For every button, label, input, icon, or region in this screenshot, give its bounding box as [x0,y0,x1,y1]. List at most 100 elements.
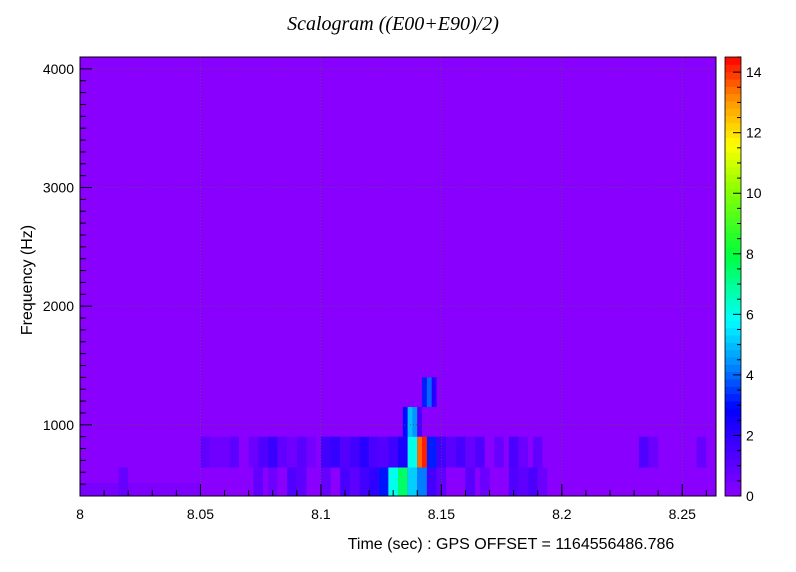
plot-background [80,57,716,496]
colorbar-segment [725,225,741,234]
y-tick-label: 1000 [43,417,74,433]
colorbar-segment [725,181,741,190]
heatmap-cell [417,436,423,468]
colorbar-segment [725,335,741,343]
colorbar-segment [725,430,741,438]
heatmap-cell [431,377,437,408]
heatmap-cell [378,436,389,468]
colorbar-segment [725,481,741,490]
colorbar-segment [725,364,741,373]
heatmap-cell [128,482,201,496]
colorbar-segment [725,196,741,204]
colorbar-segment [725,100,741,109]
heatmap-cell [349,467,360,496]
colorbar-segment [725,371,741,380]
heatmap-cell [349,436,360,468]
heatmap-cell [248,436,259,468]
heatmap-cell [436,467,447,496]
heatmap-cell [378,467,389,496]
colorbar-segment [725,188,741,197]
colorbar-tick-label: 4 [746,367,754,383]
colorbar-segment [725,217,741,226]
x-tick-label: 8.2 [552,506,572,522]
colorbar-segment [725,152,741,160]
heatmap-cell [494,436,504,468]
colorbar-tick-label: 10 [746,185,762,201]
colorbar-segment [725,86,741,95]
heatmap-cell [296,436,307,468]
colorbar-segment [725,71,741,80]
heatmap-cell [253,467,264,496]
colorbar-segment [725,444,741,453]
colorbar-segment [725,437,741,446]
colorbar-segment [725,174,741,182]
heatmap-cell [402,407,408,437]
colorbar-segment [725,232,741,241]
plot-frame [79,56,717,497]
heatmap-cell [277,436,288,468]
colorbar-segment [725,408,741,417]
colorbar-segment [725,342,741,351]
colorbar-segment [725,115,741,124]
colorbar-segment [725,283,741,292]
colorbar-segment [725,78,741,87]
heatmap-cell [422,436,427,468]
heatmap-cell [267,436,278,468]
heatmap-cell [320,436,331,468]
colorbar-segment [725,239,741,248]
colorbar-segment [725,400,741,409]
heatmap-cell [417,407,423,437]
heatmap-cell [210,436,230,468]
heatmap-cell [696,436,707,468]
x-tick-label: 8.1 [311,506,331,522]
colorbar-segment [725,247,741,256]
heatmap-cell [446,436,456,468]
y-tick-label: 3000 [43,180,74,196]
heatmap-cell [475,436,485,468]
y-tick-label: 2000 [43,298,74,314]
colorbar-segment [725,459,741,468]
heatmap-cell [118,467,129,496]
colorbar-segment [725,254,741,263]
colorbar-segment [725,203,741,212]
colorbar-segment [725,466,741,475]
heatmap-cell [359,436,370,468]
heatmap-cell [426,467,437,496]
colorbar-segment [725,122,741,131]
heatmap-cell [422,377,427,408]
colorbar-segment [725,108,741,117]
heatmap-cell [537,467,548,496]
colorbar-tick-label: 14 [746,64,762,80]
heatmap-cell [340,436,350,468]
heatmap-cell [359,467,370,496]
colorbar-segment [725,386,741,395]
heatmap-cell [479,467,490,496]
heatmap-cell [398,467,408,496]
x-tick-label: 8.15 [428,506,455,522]
chart-title: Scalogram ((E00+E90)/2) [287,13,499,35]
x-axis-label: Time (sec) : GPS OFFSET = 1164556486.786 [348,536,675,553]
colorbar-segment [725,474,741,482]
heatmap-cell [388,436,398,468]
heatmap-cell [80,482,119,496]
x-tick-label: 8 [76,506,84,522]
colorbar-tick-label: 0 [746,488,754,504]
colorbar-segment [725,422,741,431]
heatmap-cell [200,436,211,468]
colorbar-segment [725,393,741,402]
colorbar-segment [725,349,741,358]
heatmap-cell [330,436,341,468]
colorbar-tick-label: 12 [746,125,762,141]
heatmap-cell [532,436,543,468]
colorbar-segment [725,166,741,175]
colorbar-segment [725,57,741,65]
colorbar-segment [725,327,741,336]
heatmap-cell [518,436,529,468]
x-tick-label: 8.05 [187,506,214,522]
colorbar-segment [725,261,741,270]
heatmap-cell [369,436,379,468]
heatmap-cell [388,467,398,496]
heatmap-cell [407,467,418,496]
colorbar-segment [725,210,741,219]
